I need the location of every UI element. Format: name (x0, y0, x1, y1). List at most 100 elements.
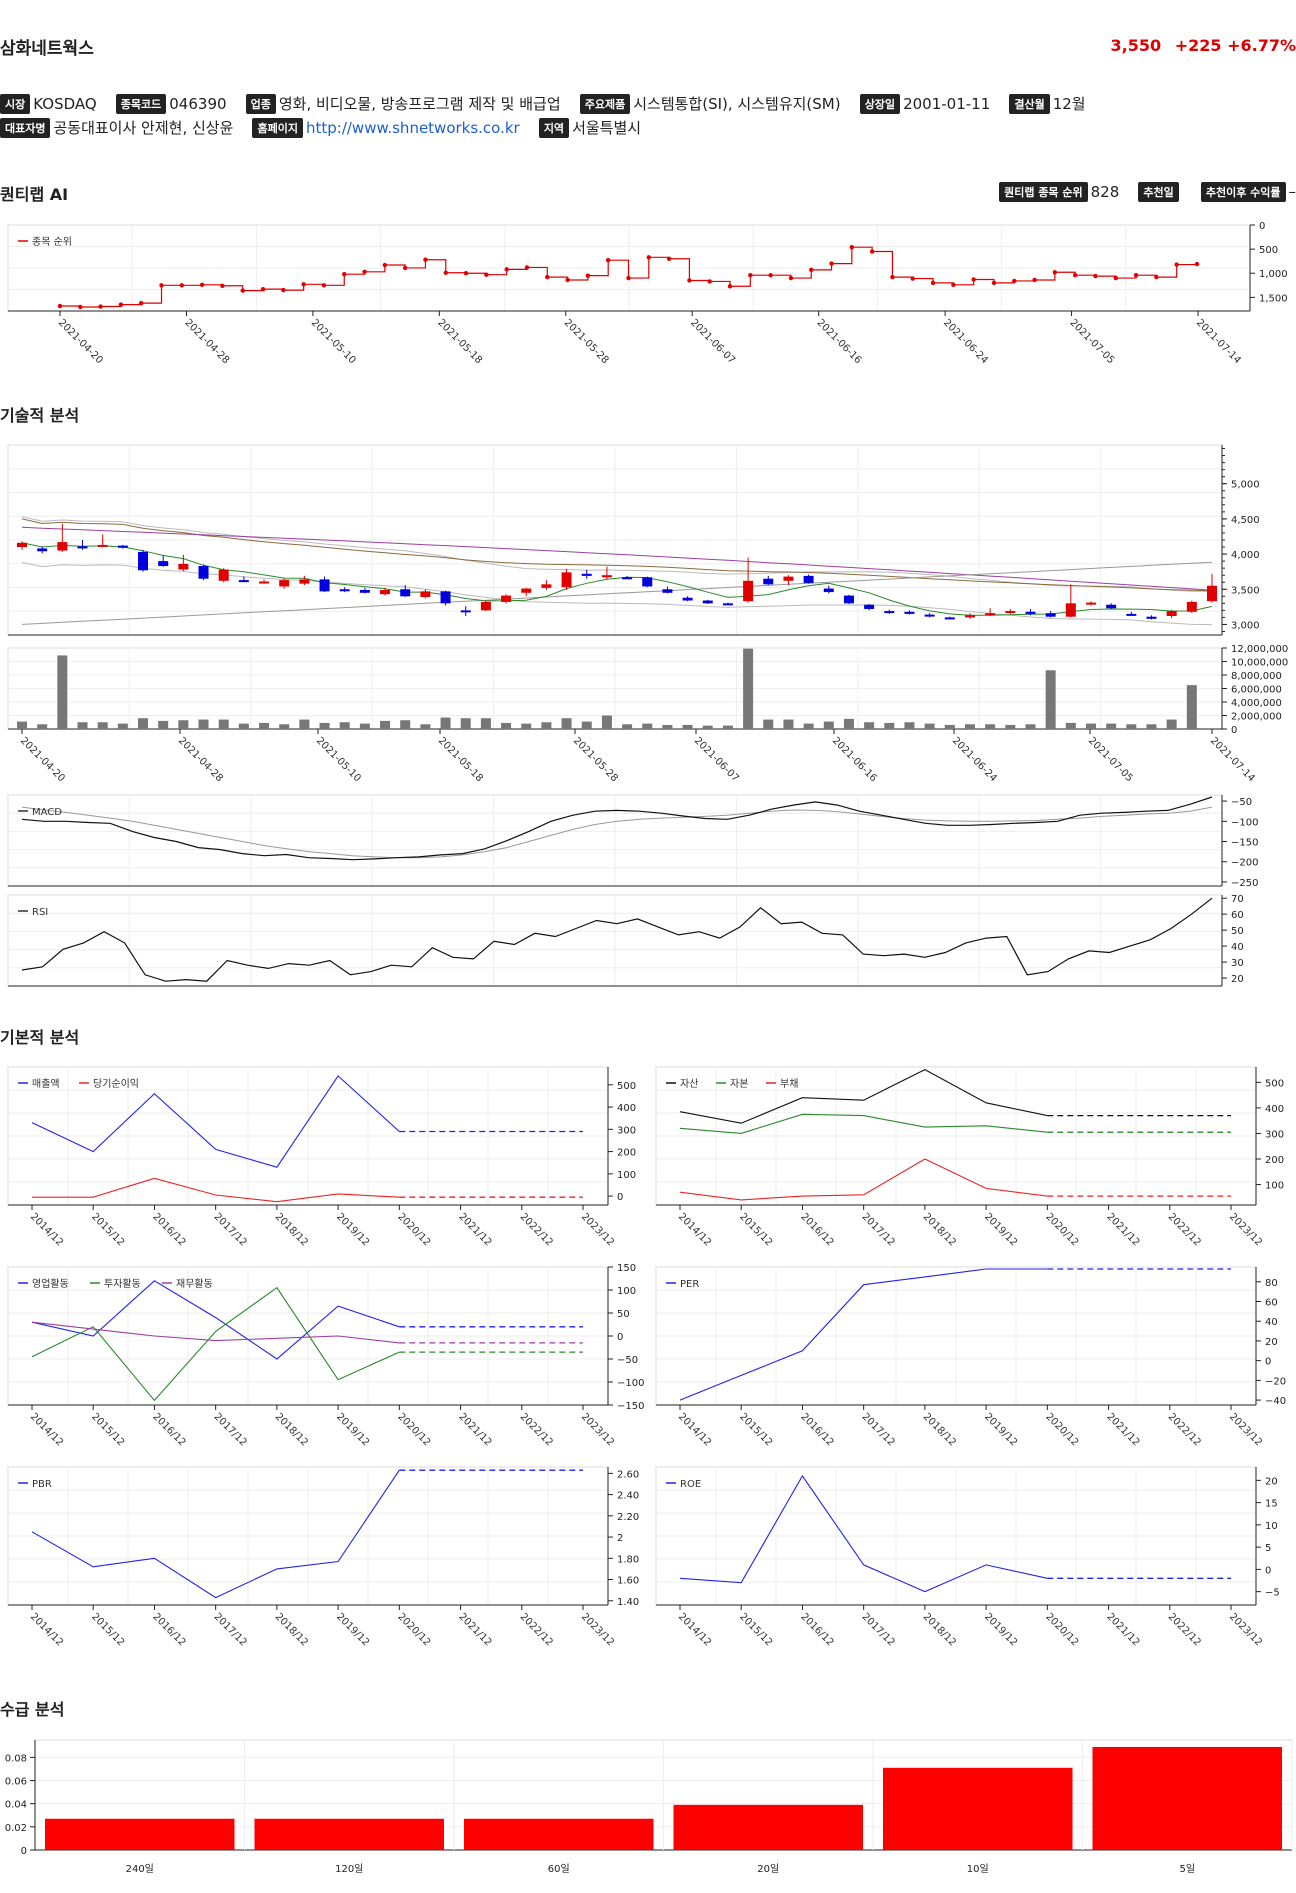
legend-label: RSI (32, 907, 48, 918)
x-tick-label: 2023/12 (579, 1211, 616, 1248)
products-label: 주요제품 (579, 93, 631, 114)
series-line-2 (31, 1321, 400, 1344)
volume-bar (319, 722, 330, 729)
x-tick-label: 2021-07-05 (1067, 317, 1116, 366)
legend-label: 영업활동 (32, 1277, 69, 1290)
listing-value: 2001-01-11 (903, 94, 991, 113)
volume-bar (601, 715, 612, 729)
volume-bar (1065, 722, 1076, 729)
y-tick-label: 15 (1265, 1499, 1278, 1510)
x-tick-label: 2021-04-28 (176, 735, 225, 784)
x-tick-label: 2021/12 (1104, 1211, 1141, 1248)
legend-label: 종목 순위 (32, 235, 72, 248)
x-tick-label: 2022/12 (1166, 1411, 1203, 1448)
x-tick-label: 2019/12 (982, 1211, 1019, 1248)
rank-point (707, 279, 712, 284)
y-tick-label: 0 (1265, 1357, 1271, 1368)
rank-point (788, 275, 794, 281)
y-tick-label: 3,000 (1231, 620, 1260, 631)
candle-body (521, 588, 532, 593)
legend-label: ROE (680, 1479, 701, 1490)
y-tick-label: 60 (1265, 1298, 1278, 1309)
rank-point (910, 276, 915, 281)
y-tick-label: 20 (1265, 1476, 1278, 1487)
rank-point (1133, 272, 1139, 278)
rank-point (1052, 270, 1058, 275)
volume-bar (884, 722, 895, 729)
y-tick-label: 80 (1265, 1278, 1278, 1289)
volume-bar (1005, 724, 1016, 729)
info-row-2: 대표자명 공동대표이사 안제현, 신상윤 홈페이지 http://www.shnet… (0, 117, 655, 138)
x-tick-label: 2015/12 (89, 1611, 126, 1648)
rank-point (220, 283, 225, 288)
trend-line (21, 561, 1213, 625)
y-tick-label: 0.06 (5, 1777, 27, 1788)
rank-point (748, 272, 753, 278)
candle-body (1166, 611, 1177, 616)
rank-point (423, 257, 428, 262)
series-line-1 (31, 1286, 400, 1402)
volume-chart: 0 2,000,000 4,000,000 6,000,000 8,000,000 10,… (7, 644, 1288, 784)
x-tick-label: 2019/12 (334, 1411, 371, 1448)
volume-bar (299, 719, 310, 729)
volume-bar (722, 725, 733, 729)
volume-bar (1045, 670, 1056, 729)
rank-point (849, 244, 855, 250)
y-tick-label: 1,000 (1259, 269, 1288, 280)
series-line-0 (679, 1268, 1048, 1401)
candle-body (279, 580, 290, 587)
y-tick-label: −100 (617, 1378, 644, 1389)
legend-label: 부채 (780, 1078, 798, 1090)
candle-body (158, 561, 169, 567)
x-tick-label: 2023/12 (1227, 1611, 1264, 1648)
volume-bar (944, 724, 955, 729)
y-tick-label: 2.60 (617, 1469, 639, 1480)
rank-point (321, 283, 327, 288)
candle-body (722, 603, 733, 606)
x-tick-label: 2023/12 (1227, 1211, 1264, 1248)
y-tick-label: 12,000,000 (1231, 644, 1288, 655)
x-tick-label: 2014/12 (676, 1211, 713, 1248)
x-tick-label: 20일 (757, 1863, 779, 1875)
y-tick-label: 20 (1265, 1337, 1278, 1348)
x-tick-label: 2014/12 (28, 1411, 65, 1448)
x-tick-label: 2021-06-07 (692, 735, 741, 784)
volume-bar (359, 723, 370, 729)
rank-point (524, 265, 530, 270)
volume-bar (803, 723, 814, 729)
supply-bar (464, 1818, 654, 1850)
y-tick-label: −150 (1231, 838, 1258, 849)
homepage-link[interactable]: http://www.shnetworks.co.kr (305, 118, 520, 137)
balance-chart: 100 200 300 400 500 자산 자본 부채 2014/12 2015/12 2016/… (655, 1066, 1284, 1248)
x-tick-label: 2014/12 (676, 1411, 713, 1448)
signal-line (21, 806, 1213, 859)
volume-bar (702, 725, 713, 729)
legend-label: 자본 (730, 1078, 748, 1090)
x-tick-label: 2023/12 (1227, 1411, 1264, 1448)
y-tick-label: 40 (1265, 1317, 1278, 1328)
industry-value: 영화, 비디오물, 방송프로그램 제작 및 배급업 (278, 95, 561, 113)
x-tick-label: 5일 (1179, 1863, 1195, 1875)
candle-body (843, 595, 854, 604)
x-tick-label: 2018/12 (921, 1611, 958, 1648)
rank-point (98, 304, 103, 309)
rank-point (829, 261, 834, 266)
y-tick-label: 8,000,000 (1231, 671, 1282, 682)
rank-point (463, 271, 469, 276)
volume-bar (198, 719, 209, 729)
volume-bar (440, 717, 451, 729)
volume-bar (864, 722, 875, 729)
rank-point (199, 282, 205, 288)
x-tick-label: 120일 (335, 1863, 363, 1875)
volume-bar (57, 655, 68, 729)
y-tick-label: 3,500 (1231, 585, 1260, 596)
candle-body (77, 546, 88, 549)
volume-bar (1166, 719, 1177, 729)
candle-body (783, 576, 794, 581)
x-tick-label: 2019/12 (334, 1211, 371, 1248)
rank-point (139, 300, 144, 306)
y-tick-label: 1.80 (617, 1554, 639, 1565)
volume-bar (259, 722, 270, 729)
y-tick-label: 50 (1231, 926, 1244, 937)
volume-bar (238, 723, 249, 729)
